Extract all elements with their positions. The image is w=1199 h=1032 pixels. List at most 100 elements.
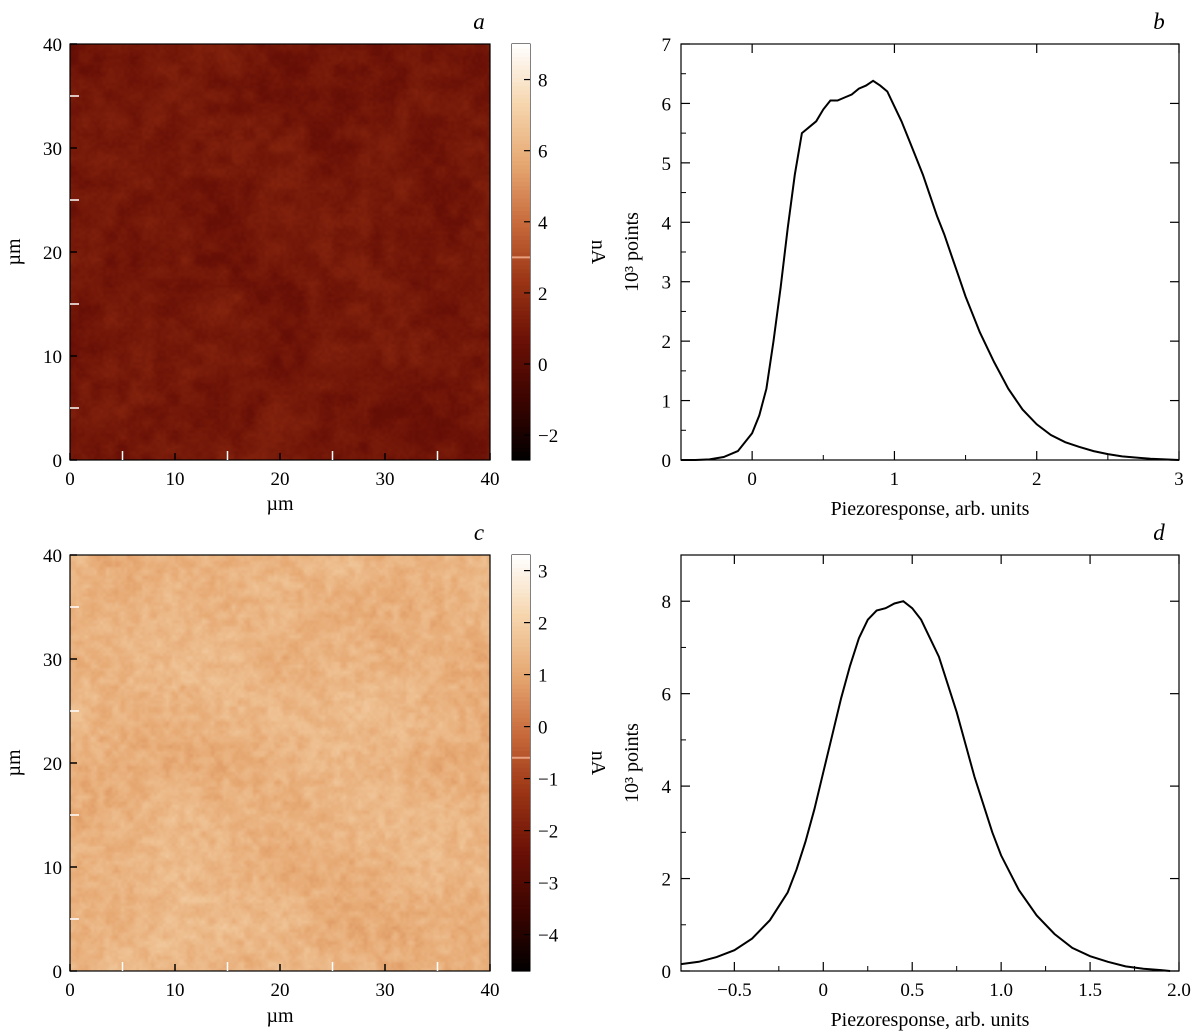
panel-b-y-tick-label: 0 [662,451,672,472]
panel-a-colorbar-swatch [512,285,530,291]
panel-c-colorbar-swatch [512,609,530,614]
panel-a-colorbar-swatch [512,106,530,112]
panel-a-colorbar-swatch [512,73,530,78]
panel-a-colorbar-swatch [512,276,530,282]
panel-a-colorbar-swatch [512,439,530,444]
panel-c-colorbar-swatch [512,941,530,947]
panel-a-colorbar-swatch [512,56,530,62]
panel-a-colorbar-swatch [512,343,530,349]
panel-c-colorbar-label: nA [587,751,609,776]
panel-c-colorbar-swatch [512,883,530,889]
panel-c-colorbar-swatch [512,879,530,885]
panel-b-y-tick-label: 1 [662,392,672,413]
panel-c-colorbar-swatch [512,821,530,826]
panel-a-colorbar-swatch [512,193,530,199]
panel-a-colorbar-swatch [512,210,530,216]
panel-b-y-tick-label: 5 [662,154,672,175]
panel-c-colorbar-swatch [512,663,530,668]
panel-a-colorbar-swatch [512,360,530,365]
panel-c-colorbar-tick-label: −3 [538,874,558,895]
panel-b-y-tick-label: 7 [662,35,672,56]
panel-b-letter: b [1153,9,1165,34]
panel-d-y-label: 10³ points [621,723,643,803]
panel-c-colorbar-tick-label: −4 [538,926,559,947]
panel-c-colorbar-swatch [512,887,530,893]
panel-c-colorbar-swatch [512,688,530,693]
panel-c-colorbar-swatch [512,713,530,718]
panel-a-colorbar-tick-label: 4 [538,213,548,234]
panel-a-colorbar-swatch [512,218,530,224]
panel-a-colorbar-swatch [512,185,530,191]
panel-a-colorbar-swatch [512,435,530,440]
panel-c-colorbar-swatch [512,667,530,673]
panel-a-colorbar-swatch [512,397,530,403]
panel-a-colorbar-swatch [512,227,530,232]
panel-a-colorbar-swatch [512,310,530,315]
panel-c-colorbar-swatch [512,779,530,785]
panel-c-colorbar-swatch [512,592,530,598]
panel-a-colorbar-swatch [512,243,530,249]
panel-c-colorbar-swatch [512,692,530,698]
panel-a-colorbar-swatch [512,152,530,157]
panel-a-colorbar-swatch [512,85,530,91]
panel-a-y-tick-label: 30 [43,139,62,160]
panel-a-colorbar-swatch [512,393,530,399]
panel-a-colorbar-swatch [512,114,530,120]
panel-c-colorbar-tick-label: 2 [538,614,548,635]
panel-a-colorbar-swatch [512,77,530,83]
panel-c-colorbar-swatch [512,825,530,831]
panel-a-colorbar-swatch [512,297,530,303]
panel-c-colorbar-swatch [512,750,530,756]
panel-a-colorbar-swatch [512,401,530,407]
panel-a-x-tick-label: 30 [376,469,395,490]
panel-d-x-tick-label: 0 [819,980,829,1001]
panel-c-colorbar-swatch [512,933,530,939]
panel-a-colorbar-swatch [512,172,530,178]
panel-a-colorbar-swatch [512,331,530,336]
panel-c-x-tick-label: 30 [376,980,395,1001]
panel-c-colorbar-swatch [512,846,530,851]
panel-c-y-tick-label: 0 [53,962,63,983]
panel-c-colorbar-swatch [512,962,530,968]
panel-a-colorbar-swatch [512,110,530,116]
panel-c-colorbar-swatch [512,659,530,664]
panel-c-colorbar-swatch [512,729,530,735]
panel-d-y-tick-label: 4 [662,777,672,798]
panel-a-colorbar-swatch [512,135,530,141]
panel-a-colorbar-swatch [512,426,530,432]
panel-c-colorbar-swatch [512,808,530,814]
panel-a-colorbar-swatch [512,197,530,203]
panel-a-colorbar-swatch [512,268,530,274]
panel-a-colorbar-swatch [512,380,530,386]
panel-c-colorbar-swatch [512,621,530,627]
panel-b-x-tick-label: 3 [1174,469,1184,490]
panel-a-colorbar-swatch [512,306,530,311]
panel-c-colorbar-swatch [512,787,530,793]
panel-c-colorbar-swatch [512,871,530,876]
panel-c-colorbar-swatch [512,650,530,656]
panel-a-colorbar-swatch [512,48,530,53]
panel-c-colorbar-swatch [512,563,530,569]
panel-a-colorbar-swatch [512,347,530,353]
panel-a-colorbar-swatch [512,318,530,324]
panel-c-y-tick-label: 30 [43,650,62,671]
panel-c-colorbar-swatch [512,567,530,573]
panel-a-colorbar-swatch [512,335,530,340]
panel-b-y-tick-label: 2 [662,332,672,353]
panel-d-x-tick-label: 1.5 [1078,980,1102,1001]
panel-c-y-label: µm [3,749,25,777]
panel-a-colorbar-swatch [512,102,530,107]
panel-d-x-tick-label: −0.5 [717,980,751,1001]
panel-a-x-tick-label: 0 [65,469,75,490]
panel-c-colorbar-swatch [512,958,530,964]
panel-d-plot-frame [680,554,1180,972]
panel-d-series-line [680,600,1171,972]
panel-a-colorbar-label: nA [587,240,609,265]
panel-b-x-label: Piezoresponse, arb. units [831,498,1030,520]
panel-d: −0.5 0 0.5 1.0 1.5 2.0 0 2 4 6 8 d Piezoresponse, … [621,520,1191,1031]
panel-b-x-tick-label: 2 [1032,469,1042,490]
panel-d-x-tick-label: 0.5 [900,980,924,1001]
panel-c-colorbar-swatch [512,763,530,768]
panel-c-colorbar-swatch [512,733,530,739]
